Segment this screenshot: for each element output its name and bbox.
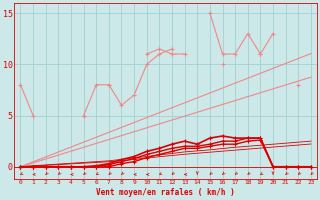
X-axis label: Vent moyen/en rafales ( km/h ): Vent moyen/en rafales ( km/h )	[96, 188, 235, 197]
